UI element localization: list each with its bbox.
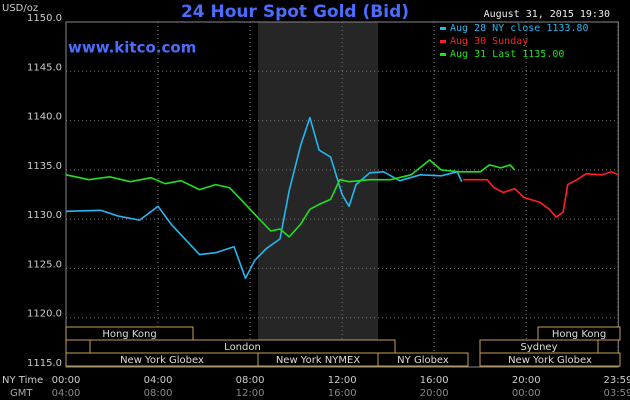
timestamp: August 31, 2015 19:30 — [484, 9, 610, 20]
y-tick-label: 1140.0 — [27, 112, 62, 123]
session-label: Sydney — [520, 342, 557, 353]
y-tick-label: 1125.0 — [27, 259, 62, 270]
x-label: NY Time — [2, 375, 43, 386]
x2-tick-label: 04:00 — [52, 388, 81, 399]
x2-tick-label: 12:00 — [236, 388, 265, 399]
legend-swatch — [440, 27, 446, 30]
y-tick-label: 1145.0 — [27, 62, 62, 73]
series-line — [463, 171, 619, 218]
x-tick-label: 12:00 — [328, 375, 357, 386]
x-tick-label: 23:59 — [603, 375, 630, 386]
x-tick-label: 20:00 — [512, 375, 541, 386]
legend-label: Aug 28 NY close 1133.80 — [450, 23, 588, 34]
series-line — [65, 116, 463, 280]
y-tick-label: 1120.0 — [27, 309, 62, 320]
session-box — [479, 352, 621, 367]
x2-tick-label: 16:00 — [328, 388, 357, 399]
subtitle: www.kitco.com — [68, 39, 196, 57]
y-tick-label: 1150.0 — [27, 13, 62, 24]
session-label: New York NYMEX — [276, 355, 361, 366]
y-tick-label: 1135.0 — [27, 161, 62, 172]
chart-title: 24 Hour Spot Gold (Bid) — [181, 2, 409, 22]
session-label: Hong Kong — [552, 329, 606, 340]
session-label: Hong Kong — [102, 329, 156, 340]
x-tick-label: 08:00 — [236, 375, 265, 386]
x-tick-label: 16:00 — [420, 375, 449, 386]
x2-tick-label: 03:59 — [603, 388, 630, 399]
x2-tick-label: 00:00 — [512, 388, 541, 399]
y-tick-label: 1115.0 — [27, 358, 62, 369]
x2-tick-label: 08:00 — [144, 388, 173, 399]
legend-label: Aug 31 Last 1135.00 — [450, 49, 564, 60]
session-box — [65, 339, 91, 354]
session-box — [377, 352, 469, 367]
series-line — [65, 159, 516, 238]
y-label: USD/oz — [2, 3, 38, 14]
legend-swatch — [440, 53, 446, 56]
legend-label: Aug 30 Sunday — [450, 36, 528, 47]
session-label: New York Globex — [508, 355, 592, 366]
nymex-band — [258, 22, 378, 367]
x2-label: GMT — [10, 388, 33, 399]
session-label: New York Globex — [120, 355, 204, 366]
y-tick-label: 1130.0 — [27, 210, 62, 221]
session-label: NY Globex — [397, 355, 449, 366]
plot-frame — [65, 21, 619, 368]
x2-tick-label: 20:00 — [420, 388, 449, 399]
x-tick-label: 00:00 — [52, 375, 81, 386]
legend-swatch — [440, 40, 446, 43]
x-tick-label: 04:00 — [144, 375, 173, 386]
session-label: London — [224, 342, 261, 353]
